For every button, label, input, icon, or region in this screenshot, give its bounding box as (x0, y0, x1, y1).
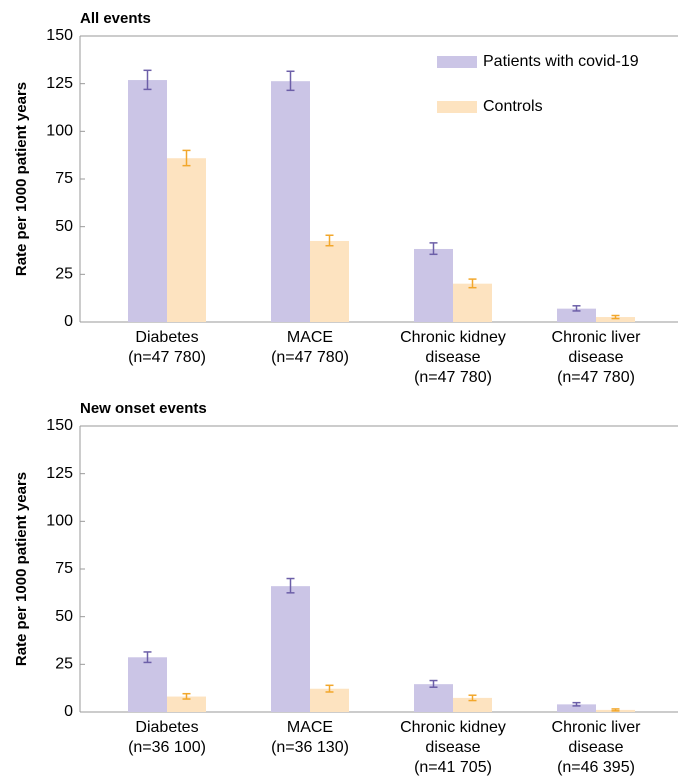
y-tick-label: 100 (46, 513, 73, 530)
category-label: (n=46 395) (557, 759, 635, 776)
category-label: Diabetes (135, 329, 198, 346)
category-label: Chronic liver (552, 329, 642, 346)
category-label: disease (425, 349, 480, 366)
category-label: (n=47 780) (557, 369, 635, 386)
bar-controls (310, 688, 349, 712)
y-tick-label: 25 (55, 656, 73, 673)
y-tick-label: 0 (64, 313, 73, 330)
bar-controls (310, 240, 349, 322)
category-label: Diabetes (135, 719, 198, 736)
y-tick-label: 150 (46, 27, 73, 44)
category-label: (n=36 100) (128, 739, 206, 756)
y-tick-label: 25 (55, 266, 73, 283)
bar-covid (414, 248, 453, 322)
legend-swatch (437, 101, 477, 113)
bar-covid (414, 684, 453, 712)
category-label: disease (568, 739, 623, 756)
panel-title: All events (80, 10, 151, 27)
bar-controls (453, 697, 492, 712)
bar-covid (128, 657, 167, 712)
category-label: MACE (287, 329, 333, 346)
y-tick-label: 125 (46, 75, 73, 92)
bar-controls (596, 317, 635, 322)
y-tick-label: 75 (55, 170, 73, 187)
bar-covid (128, 80, 167, 322)
category-label: (n=47 780) (414, 369, 492, 386)
y-tick-label: 50 (55, 608, 73, 625)
category-label: disease (425, 739, 480, 756)
bar-covid (557, 308, 596, 322)
y-tick-label: 50 (55, 218, 73, 235)
legend-label: Controls (483, 98, 543, 115)
category-label: MACE (287, 719, 333, 736)
bar-controls (453, 283, 492, 322)
y-tick-label: 100 (46, 123, 73, 140)
category-label: (n=41 705) (414, 759, 492, 776)
y-tick-label: 0 (64, 703, 73, 720)
bar-covid (271, 586, 310, 712)
y-tick-label: 125 (46, 465, 73, 482)
legend-label: Patients with covid-19 (483, 53, 639, 70)
category-label: (n=47 780) (271, 349, 349, 366)
category-label: Chronic kidney (400, 719, 506, 736)
bar-covid (557, 704, 596, 712)
category-label: Chronic liver (552, 719, 642, 736)
bar-covid (271, 81, 310, 322)
bar-controls (167, 696, 206, 712)
y-axis-label: Rate per 1000 patient years (13, 472, 30, 666)
legend-swatch (437, 56, 477, 68)
category-label: (n=36 130) (271, 739, 349, 756)
category-label: disease (568, 349, 623, 366)
y-tick-label: 150 (46, 417, 73, 434)
y-axis-label: Rate per 1000 patient years (13, 82, 30, 276)
category-label: (n=47 780) (128, 349, 206, 366)
panel-title: New onset events (80, 400, 207, 417)
y-tick-label: 75 (55, 560, 73, 577)
bar-controls (167, 158, 206, 322)
category-label: Chronic kidney (400, 329, 506, 346)
